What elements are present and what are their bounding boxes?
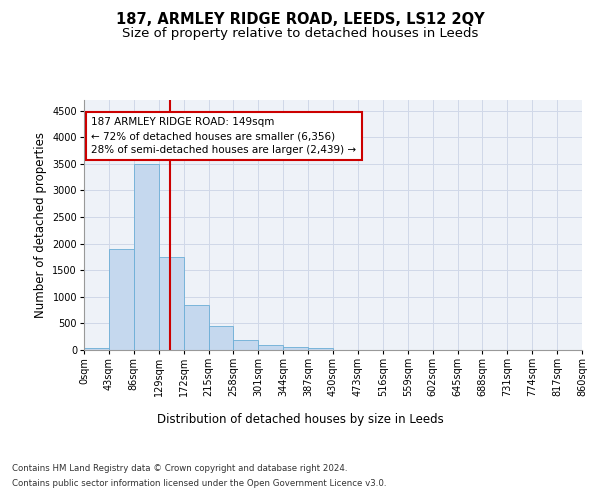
Bar xyxy=(109,249,134,350)
Text: Size of property relative to detached houses in Leeds: Size of property relative to detached ho… xyxy=(122,28,478,40)
Bar xyxy=(184,305,209,350)
Bar xyxy=(283,347,308,350)
Bar xyxy=(84,348,109,350)
Bar xyxy=(209,326,233,350)
Bar xyxy=(159,257,184,350)
Text: 187 ARMLEY RIDGE ROAD: 149sqm
← 72% of detached houses are smaller (6,356)
28% o: 187 ARMLEY RIDGE ROAD: 149sqm ← 72% of d… xyxy=(91,117,356,155)
Text: 187, ARMLEY RIDGE ROAD, LEEDS, LS12 2QY: 187, ARMLEY RIDGE ROAD, LEEDS, LS12 2QY xyxy=(116,12,484,28)
Bar xyxy=(308,348,333,350)
Bar xyxy=(233,340,259,350)
Text: Distribution of detached houses by size in Leeds: Distribution of detached houses by size … xyxy=(157,412,443,426)
Bar xyxy=(259,344,283,350)
Text: Contains HM Land Registry data © Crown copyright and database right 2024.: Contains HM Land Registry data © Crown c… xyxy=(12,464,347,473)
Y-axis label: Number of detached properties: Number of detached properties xyxy=(34,132,47,318)
Text: Contains public sector information licensed under the Open Government Licence v3: Contains public sector information licen… xyxy=(12,479,386,488)
Bar xyxy=(134,164,159,350)
